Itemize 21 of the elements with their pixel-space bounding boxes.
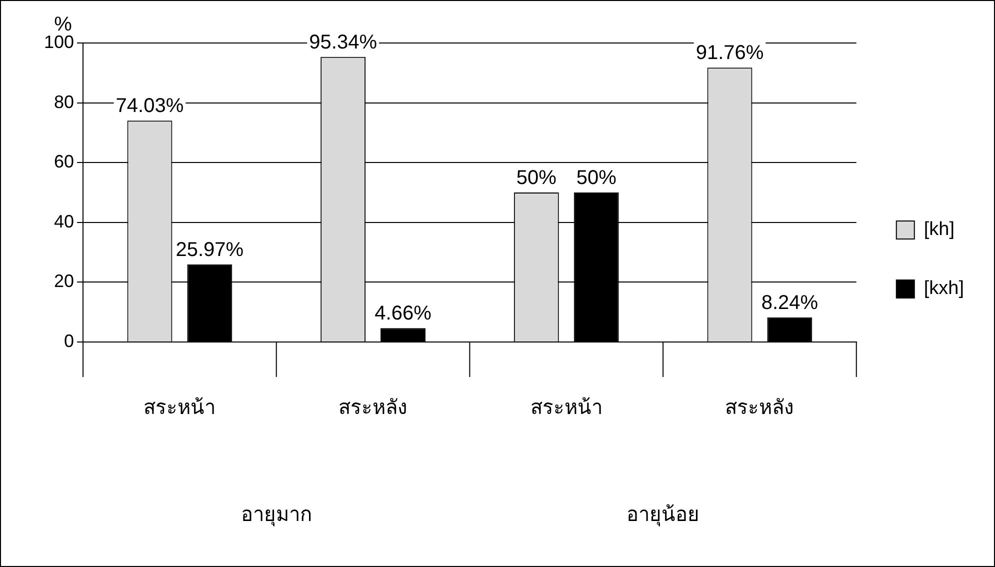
- data-label: 25.97%: [176, 238, 244, 261]
- data-label: 91.76%: [696, 42, 764, 64]
- x-tick-label: สระหน้า: [530, 395, 602, 420]
- data-label: 50%: [576, 167, 617, 190]
- y-tick-label: 0: [64, 330, 74, 351]
- x-tick-label: สระหน้า: [144, 395, 216, 420]
- data-label: 4.66%: [374, 302, 432, 325]
- y-tick-label: 60: [54, 152, 74, 172]
- data-label: 8.24%: [761, 292, 818, 314]
- y-tick-label: 80: [54, 92, 74, 112]
- legend-label: [kxh]: [924, 278, 964, 300]
- data-label: 50%: [516, 167, 557, 190]
- text: อายุน้อย: [626, 502, 700, 528]
- legend-label: [kh]: [924, 219, 954, 240]
- x-tick-label: สระหลัง: [725, 395, 794, 420]
- data-label: 74.03%: [116, 95, 184, 118]
- data-label: 95.34%: [309, 31, 378, 54]
- text: อายุมาก: [240, 502, 312, 528]
- x-tick-label: สระหลัง: [338, 395, 408, 420]
- y-tick-label: 40: [54, 211, 74, 232]
- y-tick-label: 20: [54, 271, 74, 292]
